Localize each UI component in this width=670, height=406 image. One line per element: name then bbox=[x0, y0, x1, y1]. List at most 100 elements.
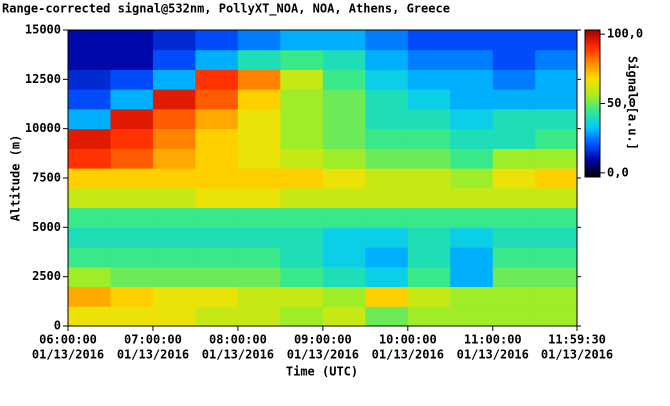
heatmap-cell bbox=[365, 128, 409, 149]
heatmap-cell bbox=[535, 187, 578, 209]
heatmap-cell bbox=[237, 207, 281, 228]
x-tick-date: 01/13/2016 bbox=[287, 348, 359, 362]
heatmap-cell bbox=[535, 207, 578, 228]
heatmap-cell bbox=[492, 108, 536, 130]
heatmap-cell bbox=[492, 30, 536, 51]
heatmap-cell bbox=[110, 168, 154, 189]
heatmap-cell bbox=[110, 306, 154, 327]
colorbar-segment bbox=[585, 86, 600, 90]
heatmap-cell bbox=[237, 108, 281, 130]
colorbar-segment bbox=[585, 54, 600, 58]
y-tick-label: 15000 bbox=[25, 23, 61, 37]
heatmap-cell bbox=[365, 108, 409, 130]
heatmap-cell bbox=[237, 266, 281, 288]
heatmap-cell bbox=[110, 89, 154, 110]
heatmap-cell bbox=[535, 168, 578, 189]
heatmap-cell bbox=[280, 148, 324, 169]
heatmap-cell bbox=[68, 69, 111, 90]
heatmap-cell bbox=[407, 286, 451, 307]
colorbar-segment bbox=[585, 115, 600, 119]
heatmap-cell bbox=[492, 69, 536, 90]
x-tick-date: 01/13/2016 bbox=[202, 348, 274, 362]
y-tick-label: 7500 bbox=[32, 171, 61, 185]
colorbar-segment bbox=[585, 47, 600, 51]
heatmap-cell bbox=[237, 247, 281, 268]
colorbar-segment bbox=[585, 105, 600, 109]
colorbar-segment bbox=[585, 71, 600, 75]
heatmap-cell bbox=[535, 286, 578, 307]
heatmap-cell bbox=[152, 168, 196, 189]
heatmap-cell bbox=[450, 148, 494, 169]
colorbar-segment bbox=[585, 172, 600, 176]
colorbar-segment bbox=[585, 98, 600, 102]
heatmap-cell bbox=[237, 227, 281, 248]
heatmap-cell bbox=[68, 227, 111, 248]
heatmap-cell bbox=[492, 148, 536, 169]
colorbar-segment bbox=[585, 101, 600, 104]
heatmap-cell bbox=[110, 286, 154, 307]
heatmap-cell bbox=[68, 247, 111, 268]
heatmap-cell bbox=[492, 49, 536, 70]
heatmap-cell bbox=[280, 69, 324, 90]
heatmap-cell bbox=[237, 168, 281, 189]
heatmap-cell bbox=[450, 89, 494, 110]
heatmap-cell bbox=[152, 187, 196, 209]
heatmap-cell bbox=[407, 128, 451, 149]
colorbar-segment bbox=[585, 110, 600, 114]
heatmap-cell bbox=[152, 286, 196, 307]
colorbar: 0,0 50,0 100,0 bbox=[584, 27, 643, 179]
colorbar-segment bbox=[585, 174, 600, 178]
heatmap-cell bbox=[407, 89, 451, 110]
colorbar-segment bbox=[585, 34, 600, 38]
colorbar-segment bbox=[585, 79, 600, 82]
heatmap-cell bbox=[280, 247, 324, 268]
heatmap-cell bbox=[492, 187, 536, 209]
heatmap-cell bbox=[407, 207, 451, 228]
heatmap-cell bbox=[110, 227, 154, 248]
heatmap-cell bbox=[450, 247, 494, 268]
heatmap-cell bbox=[492, 227, 536, 248]
heatmap-cell bbox=[535, 227, 578, 248]
heatmap-cell bbox=[68, 49, 111, 70]
heatmap-cell bbox=[535, 89, 578, 110]
heatmap-cell bbox=[450, 168, 494, 189]
heatmap-cell bbox=[195, 148, 239, 169]
heatmap-cell bbox=[322, 128, 366, 149]
heatmap-cell bbox=[195, 207, 239, 228]
heatmap-cell bbox=[110, 266, 154, 288]
colorbar-segment bbox=[585, 69, 600, 73]
heatmap-cell bbox=[322, 266, 366, 288]
heatmap-cell bbox=[68, 168, 111, 189]
colorbar-segment bbox=[585, 142, 600, 146]
heatmap-cell bbox=[110, 148, 154, 169]
heatmap-cell bbox=[280, 168, 324, 189]
heatmap-cell bbox=[492, 247, 536, 268]
colorbar-segment bbox=[585, 157, 600, 161]
heatmap-cell bbox=[68, 266, 111, 288]
x-tick-date: 01/13/2016 bbox=[457, 348, 529, 362]
heatmap-cell bbox=[195, 168, 239, 189]
heatmap-cell bbox=[407, 148, 451, 169]
colorbar-segment bbox=[585, 164, 600, 168]
heatmap-cell bbox=[280, 128, 324, 149]
colorbar-segment bbox=[585, 108, 600, 112]
heatmap-cell bbox=[68, 207, 111, 228]
heatmap-cell bbox=[152, 247, 196, 268]
heatmap-cell bbox=[407, 108, 451, 130]
heatmap-cell bbox=[322, 49, 366, 70]
colorbar-tick-label: 100,0 bbox=[607, 27, 643, 41]
colorbar-segment bbox=[585, 91, 600, 95]
heatmap-cell bbox=[152, 30, 196, 51]
heatmap-cell bbox=[407, 69, 451, 90]
heatmap-cell bbox=[407, 227, 451, 248]
heatmap-cell bbox=[365, 207, 409, 228]
heatmap-cell bbox=[492, 89, 536, 110]
x-tick-label: 07:00:00 bbox=[124, 333, 182, 347]
x-tick-date: 01/13/2016 bbox=[117, 348, 189, 362]
heatmap-cell bbox=[68, 89, 111, 110]
colorbar-segment bbox=[585, 52, 600, 55]
heatmap-cell bbox=[450, 306, 494, 327]
heatmap-cell bbox=[110, 69, 154, 90]
heatmap-cell bbox=[407, 168, 451, 189]
x-tick-label: 06:00:00 bbox=[39, 333, 97, 347]
